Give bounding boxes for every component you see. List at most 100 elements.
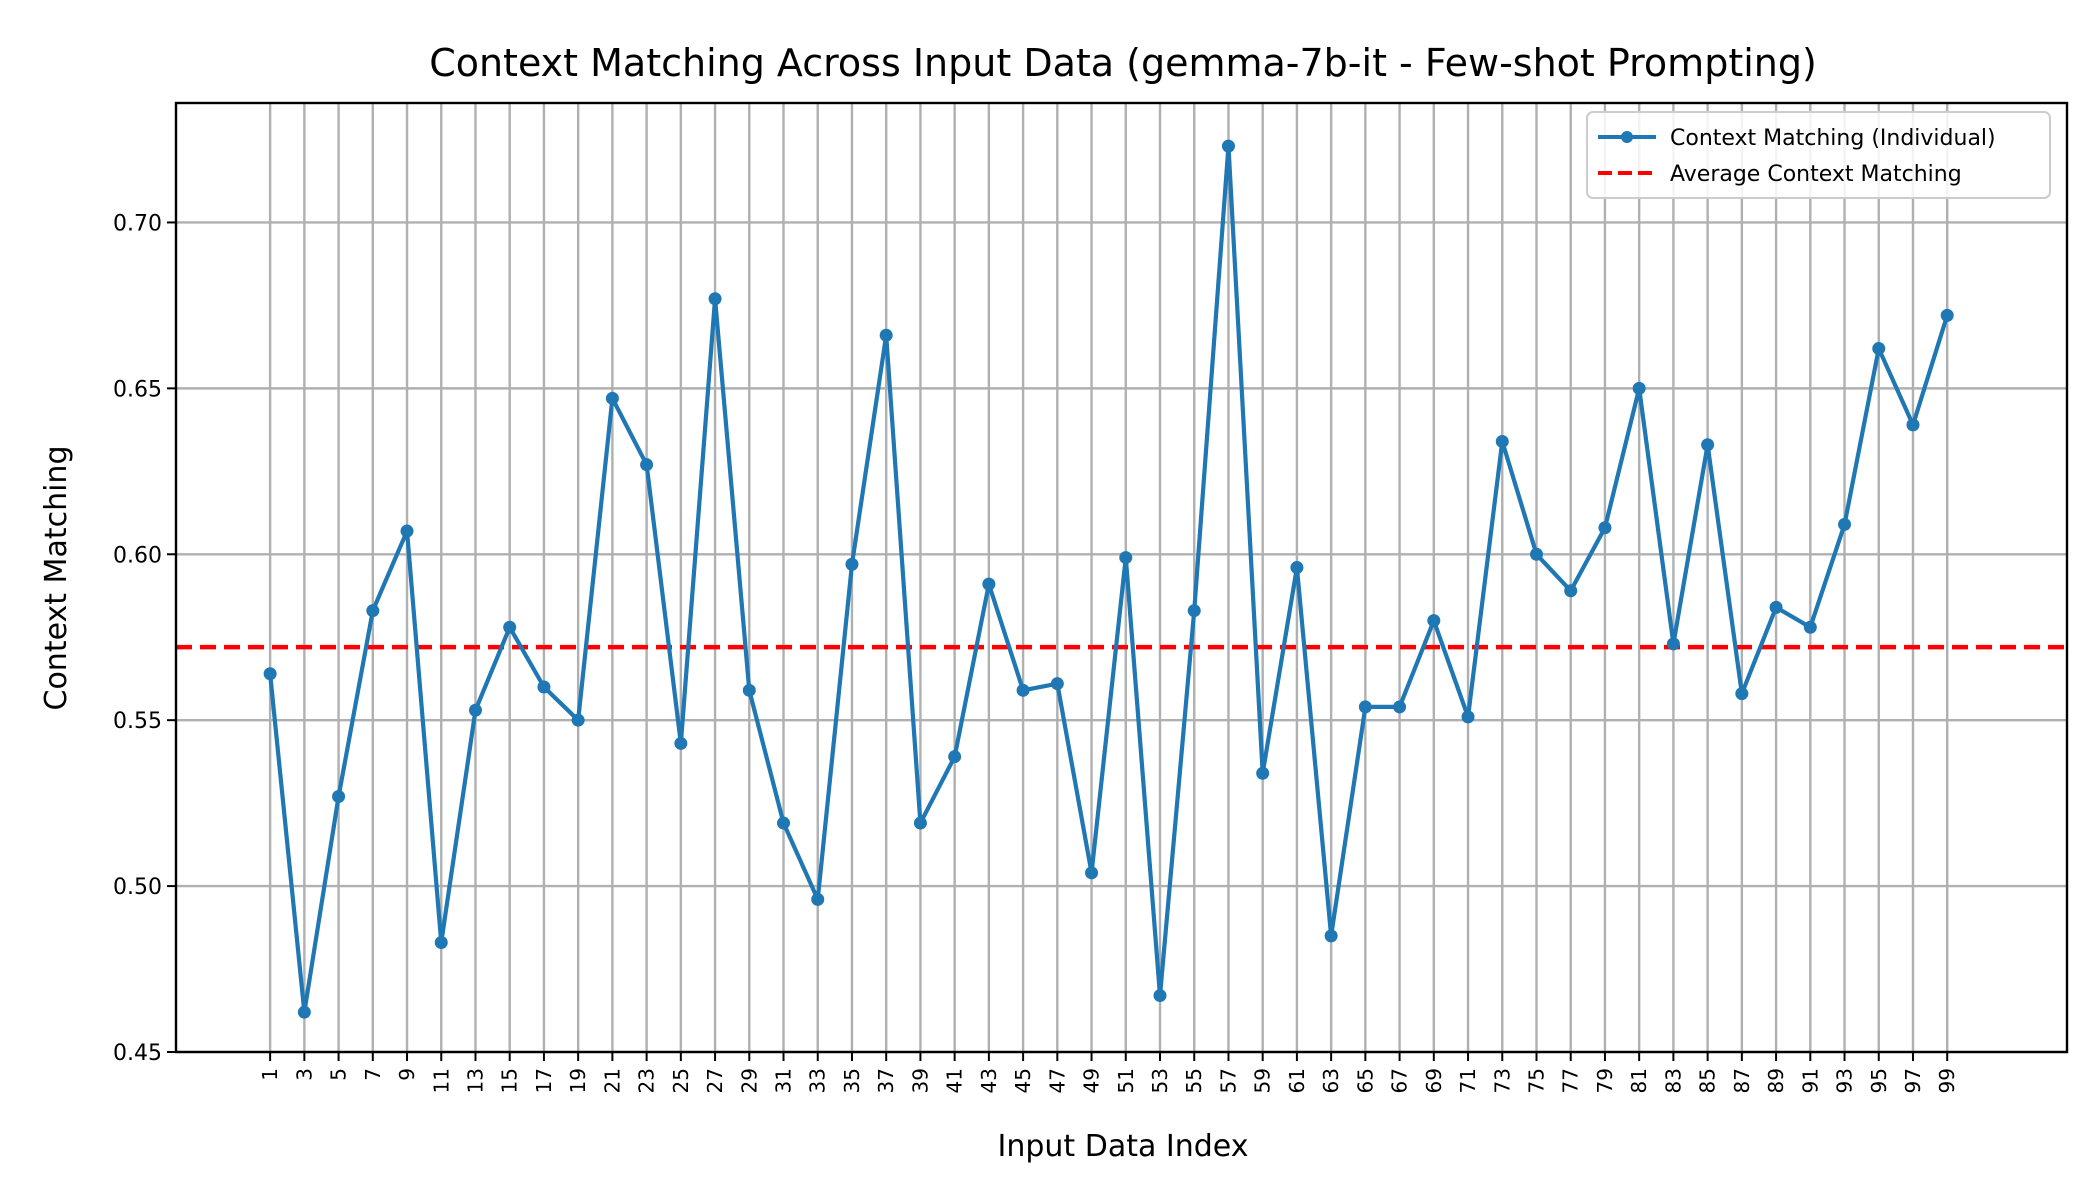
x-tick-label: 25	[669, 1068, 693, 1093]
data-point	[1872, 342, 1886, 356]
x-tick-label: 1	[258, 1068, 282, 1081]
x-tick-label: 57	[1216, 1068, 1240, 1093]
data-point	[948, 750, 962, 764]
data-point	[605, 391, 619, 405]
legend-marker-individual	[1621, 131, 1633, 143]
x-tick-label: 79	[1593, 1068, 1617, 1093]
data-point	[1119, 551, 1133, 565]
data-point	[1803, 620, 1817, 634]
data-point	[879, 328, 893, 342]
data-point	[640, 458, 654, 472]
data-point	[1085, 866, 1099, 880]
x-axis-label: Input Data Index	[998, 1129, 1249, 1164]
data-point	[1324, 929, 1338, 943]
data-point	[913, 816, 927, 830]
x-tick-label: 45	[1011, 1068, 1035, 1093]
y-axis-label: Context Matching	[39, 446, 74, 711]
data-point	[1529, 547, 1543, 561]
data-point	[1050, 677, 1064, 691]
x-tick-label: 93	[1833, 1068, 1857, 1093]
data-point	[1666, 637, 1680, 651]
x-tick-label: 87	[1730, 1068, 1754, 1093]
x-tick-label: 23	[635, 1068, 659, 1093]
plot-frame	[174, 101, 2069, 1054]
data-point	[263, 667, 277, 681]
data-point	[1769, 600, 1783, 614]
data-point	[982, 577, 996, 591]
data-point	[1701, 438, 1715, 452]
x-tick-label: 97	[1901, 1068, 1925, 1093]
x-tick-label: 13	[463, 1068, 487, 1093]
data-point	[1290, 561, 1304, 575]
data-point	[1940, 308, 1954, 322]
x-tick-label: 73	[1490, 1068, 1514, 1093]
x-tick-label: 47	[1045, 1068, 1069, 1093]
x-tick-label: 41	[943, 1068, 967, 1093]
ticks: 1 3 5 7 9 11 13 15 17 19 21 23 25 27 29 31 33 35 37 39 41 43 4…	[113, 211, 1959, 1093]
x-tick-label: 9	[395, 1068, 419, 1081]
x-tick-label: 29	[737, 1068, 761, 1093]
x-tick-label: 15	[498, 1068, 522, 1093]
x-tick-label: 39	[908, 1068, 932, 1093]
legend-box	[1586, 111, 2051, 199]
data-point	[537, 680, 551, 694]
data-point	[1598, 521, 1612, 535]
x-tick-label: 67	[1388, 1068, 1412, 1093]
data-point	[1153, 989, 1167, 1003]
legend-label-average: Average Context Matching	[1670, 162, 1962, 187]
x-tick-label: 19	[566, 1068, 590, 1093]
chart-title: Context Matching Across Input Data (gemm…	[429, 41, 1817, 85]
data-point	[1735, 687, 1749, 701]
x-tick-label: 89	[1764, 1068, 1788, 1093]
x-tick-label: 33	[806, 1068, 830, 1093]
data-point	[1256, 766, 1270, 780]
data-point	[777, 816, 791, 830]
x-tick-label: 75	[1524, 1068, 1548, 1093]
data-point	[1461, 710, 1475, 724]
x-tick-label: 71	[1456, 1068, 1480, 1093]
data-point	[1495, 434, 1509, 448]
data-point	[742, 683, 756, 697]
x-tick-label: 69	[1422, 1068, 1446, 1093]
data-point	[332, 790, 346, 803]
x-tick-label: 43	[977, 1068, 1001, 1093]
data-point	[400, 524, 414, 538]
x-tick-label: 65	[1353, 1068, 1377, 1093]
x-tick-label: 83	[1661, 1068, 1685, 1093]
data-point	[845, 557, 859, 571]
x-tick-label: 61	[1285, 1068, 1309, 1093]
legend: Context Matching (Individual) Average Co…	[1586, 111, 2051, 199]
data-point	[571, 713, 585, 727]
x-tick-label: 99	[1935, 1068, 1959, 1093]
data-point	[1358, 700, 1372, 714]
x-tick-label: 53	[1148, 1068, 1172, 1093]
data-point	[1838, 517, 1852, 531]
x-tick-label: 55	[1182, 1068, 1206, 1093]
data-point	[674, 736, 688, 750]
data-point	[1016, 683, 1030, 697]
x-tick-label: 63	[1319, 1068, 1343, 1093]
data-point	[1187, 604, 1201, 618]
data-point	[1221, 139, 1235, 153]
x-tick-label: 21	[600, 1068, 624, 1093]
data-point	[708, 292, 722, 306]
y-tick-label: 0.50	[113, 875, 162, 900]
series	[263, 139, 1954, 1019]
y-tick-label: 0.45	[113, 1041, 162, 1066]
x-tick-label: 91	[1798, 1068, 1822, 1093]
axes	[174, 101, 2069, 1054]
x-tick-label: 5	[327, 1068, 351, 1081]
x-tick-label: 31	[772, 1068, 796, 1093]
x-tick-label: 17	[532, 1068, 556, 1093]
x-tick-label: 51	[1114, 1068, 1138, 1093]
x-tick-label: 81	[1627, 1068, 1651, 1093]
x-tick-label: 37	[874, 1068, 898, 1093]
data-point	[1564, 584, 1578, 598]
y-tick-label: 0.65	[113, 377, 162, 402]
grid	[176, 103, 2067, 1054]
x-tick-label: 77	[1559, 1068, 1583, 1093]
legend-label-individual: Context Matching (Individual)	[1670, 126, 1996, 151]
